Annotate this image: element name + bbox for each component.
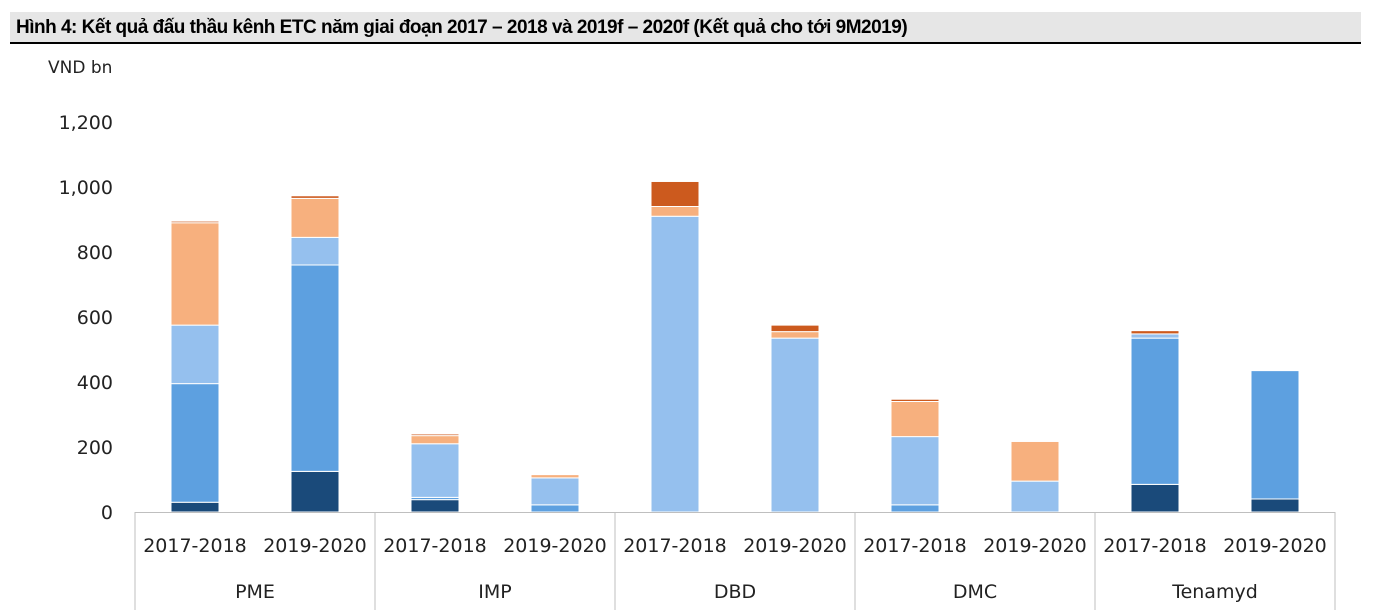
bar-segment (170, 324, 220, 385)
bar-segment (170, 383, 220, 503)
x-category-label: 2017-2018 (383, 535, 487, 557)
bar-segment (530, 504, 580, 513)
y-axis-unit-label: VND bn (48, 58, 113, 78)
bar-segment (290, 236, 340, 266)
x-group-label: DBD (714, 581, 756, 603)
bar-segment (890, 504, 940, 513)
x-category-label: 2019-2020 (263, 535, 367, 557)
figure-title-bar: Hình 4: Kết quả đấu thầu kênh ETC năm gi… (10, 12, 1361, 44)
bar-segment (890, 436, 940, 506)
bar-segment (650, 206, 700, 217)
bar-segment (1130, 337, 1180, 485)
bar-segment (530, 477, 580, 506)
figure-title: Hình 4: Kết quả đấu thầu kênh ETC năm gi… (16, 17, 908, 38)
bar-segment (410, 433, 460, 437)
x-group-label: Tenamyd (1171, 581, 1258, 603)
bar-segment (1130, 333, 1180, 339)
bar-segment (410, 435, 460, 445)
x-category-label: 2019-2020 (1223, 535, 1327, 557)
bar-segment (1130, 483, 1180, 513)
x-axis: 2017-2018 2019-2020 2017-2018 2019-2020 2017… (134, 512, 1336, 610)
y-tick-label: 600 (77, 307, 113, 329)
bar-segment (1010, 440, 1060, 482)
y-tick-label: 1,200 (59, 112, 113, 134)
x-category-label: 2019-2020 (743, 535, 847, 557)
bar-segment (890, 401, 940, 438)
x-group-label: DMC (953, 581, 997, 603)
bar-segment (290, 470, 340, 513)
x-group-label: IMP (478, 581, 511, 603)
x-category-label: 2019-2020 (983, 535, 1087, 557)
bar-segment (290, 264, 340, 472)
bar-segment (290, 197, 340, 238)
bar-segment (1250, 498, 1300, 513)
y-tick-label: 400 (77, 372, 113, 394)
x-category-label: 2017-2018 (863, 535, 967, 557)
bar-segment (170, 501, 220, 513)
bar-segment (1130, 330, 1180, 335)
y-tick-label: 1,000 (59, 177, 113, 199)
bar-segment (1010, 480, 1060, 513)
bar-segment (890, 398, 940, 403)
y-tick-label: 0 (101, 502, 113, 524)
x-category-label: 2019-2020 (503, 535, 607, 557)
bar-segment (770, 337, 820, 513)
bar-segment (770, 324, 820, 333)
bar-segment (410, 443, 460, 498)
y-tick-label: 200 (77, 437, 113, 459)
bar-segment (170, 220, 220, 224)
x-category-label: 2017-2018 (1103, 535, 1207, 557)
x-group-label: PME (235, 581, 275, 603)
y-axis-ticks: 0 200 400 600 800 1,000 1,200 (59, 112, 113, 524)
bar-segment (290, 195, 340, 199)
x-category-label: 2017-2018 (143, 535, 247, 557)
bar-segment (1250, 370, 1300, 500)
bar-segment (650, 215, 700, 513)
bar-segment (650, 180, 700, 208)
y-tick-label: 800 (77, 242, 113, 264)
bar-segment (170, 222, 220, 326)
bar-segment (530, 474, 580, 479)
bar-segment (770, 331, 820, 339)
x-category-label: 2017-2018 (623, 535, 727, 557)
bar-segment (410, 499, 460, 513)
bar-stacks (170, 180, 1300, 513)
